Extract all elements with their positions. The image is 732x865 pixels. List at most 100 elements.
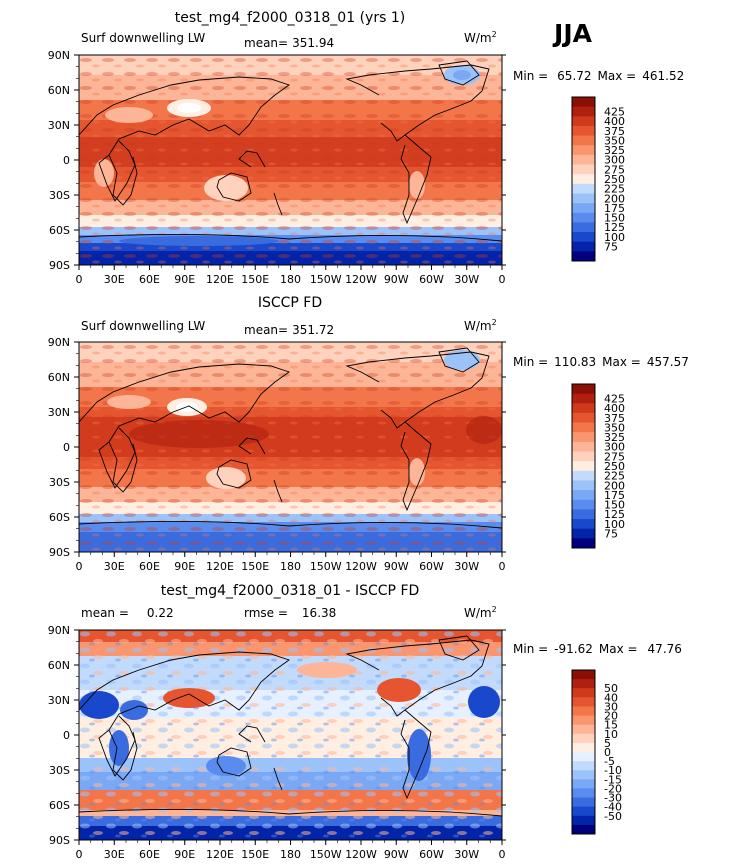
colorbar-swatch <box>572 733 595 744</box>
x-tick-label: 90W <box>384 848 409 861</box>
colorbar-swatch <box>572 174 595 185</box>
colorbar-swatch <box>572 770 595 780</box>
y-tick-label: 90N <box>48 49 70 62</box>
x-tick-label: 30W <box>454 848 479 861</box>
x-tick-label: 0 <box>499 560 506 573</box>
y-tick-label: 60N <box>48 84 70 97</box>
x-tick-label: 30W <box>454 273 479 286</box>
colorbar-label: 375 <box>604 125 625 138</box>
panel-model-map <box>78 55 503 265</box>
colorbar-label: 125 <box>604 221 625 234</box>
colorbar-label: 425 <box>604 105 625 118</box>
colorbar-swatch <box>572 706 595 716</box>
colorbar-label: 400 <box>604 115 625 128</box>
colorbar-swatch <box>572 422 595 433</box>
panel-obs-colorbar: 4254003753503253002752502252001751501251… <box>571 383 625 549</box>
panel-model: test_mg4_f2000_0318_01 (yrs 1) Surf down… <box>48 10 684 286</box>
colorbar-label: 100 <box>604 518 625 531</box>
x-tick-label: 90E <box>174 273 195 286</box>
panel-diff-mean-label: mean = 0.22 <box>81 606 174 620</box>
y-tick-label: 30N <box>48 119 70 132</box>
x-tick-label: 90E <box>174 848 195 861</box>
colorbar-swatch <box>572 203 595 214</box>
colorbar-label: 150 <box>604 499 625 512</box>
panel-model-axes: 0 30E 60E 90E 120E 150E 180 150W 120W 90W 60W 30W 09… <box>48 49 506 286</box>
colorbar-label: 175 <box>604 202 625 215</box>
panel-diff-coastlines <box>78 635 503 817</box>
colorbar-swatch <box>572 779 595 789</box>
x-tick-label: 60E <box>139 848 160 861</box>
colorbar-swatch <box>572 761 595 771</box>
colorbar-label: 0 <box>604 746 611 759</box>
colorbar-label: 75 <box>604 528 618 541</box>
panel-diff: test_mg4_f2000_0318_01 - ISCCP FD mean =… <box>48 583 682 861</box>
panel-obs: ISCCP FD Surf downwelling LW mean= 351.72… <box>48 295 689 573</box>
colorbar-label: 350 <box>604 421 625 434</box>
colorbar-swatch <box>572 461 595 472</box>
y-tick-label: 90S <box>49 546 70 559</box>
colorbar-label: -30 <box>604 792 622 805</box>
panel-obs-units: W/m2 <box>464 318 497 333</box>
x-tick-label: 90W <box>384 273 409 286</box>
colorbar-swatch <box>572 193 595 204</box>
x-tick-label: 120E <box>206 848 234 861</box>
panel-model-mean-label: mean= 351.94 <box>244 36 334 50</box>
colorbar-swatch <box>572 393 595 404</box>
colorbar-swatch <box>572 824 595 835</box>
colorbar-label: -10 <box>604 764 622 777</box>
x-tick-label: 150W <box>310 848 342 861</box>
panel-model-units: W/m2 <box>464 30 497 45</box>
x-tick-label: 0 <box>499 273 506 286</box>
x-tick-label: 60W <box>419 560 444 573</box>
colorbar-swatch <box>572 116 595 127</box>
colorbar-swatch <box>572 528 595 539</box>
panel-model-title: test_mg4_f2000_0318_01 (yrs 1) <box>175 10 405 26</box>
y-tick-label: 0 <box>63 441 70 454</box>
y-tick-label: 30N <box>48 406 70 419</box>
x-tick-label: 30W <box>454 560 479 573</box>
colorbar-label: 125 <box>604 508 625 521</box>
colorbar-swatch <box>572 125 595 136</box>
x-tick-label: 30E <box>104 848 125 861</box>
colorbar-swatch <box>572 135 595 146</box>
colorbar-label: 5 <box>604 737 611 750</box>
panel-obs-axes: 0 30E 60E 90E 120E 150E 180 150W 120W 90W 60W 30W 09… <box>48 336 506 573</box>
colorbar-swatch <box>572 97 595 108</box>
panel-diff-axes: 0 30E 60E 90E 120E 150E 180 150W 120W 90W 60W 30W 09… <box>48 624 506 861</box>
colorbar-frame <box>571 383 596 549</box>
y-tick-label: 30S <box>49 476 70 489</box>
colorbar-swatch <box>572 670 595 680</box>
colorbar-swatch <box>572 145 595 156</box>
x-tick-label: 0 <box>499 848 506 861</box>
colorbar-swatch <box>572 432 595 443</box>
colorbar-swatch <box>572 788 595 798</box>
x-tick-label: 90E <box>174 560 195 573</box>
y-tick-label: 90S <box>49 834 70 847</box>
x-tick-label: 180 <box>280 848 301 861</box>
panel-obs-title: ISCCP FD <box>258 295 322 311</box>
colorbar-label: 40 <box>604 691 618 704</box>
x-tick-label: 0 <box>76 273 83 286</box>
panel-diff-rmse-label: rmse = 16.38 <box>244 606 336 620</box>
colorbar-swatch <box>572 441 595 452</box>
panel-model-minmax: Min = 65.72 Max = 461.52 <box>513 69 684 83</box>
x-tick-label: 60E <box>139 560 160 573</box>
colorbar-frame <box>571 96 596 262</box>
y-tick-label: 30N <box>48 694 70 707</box>
colorbar-label: 200 <box>604 192 625 205</box>
panel-diff-map <box>78 630 503 840</box>
y-tick-label: 90S <box>49 259 70 272</box>
colorbar-swatch <box>572 470 595 481</box>
x-tick-label: 60W <box>419 273 444 286</box>
colorbar-label: 400 <box>604 402 625 415</box>
x-tick-label: 150E <box>241 560 269 573</box>
x-tick-label: 120W <box>345 848 377 861</box>
y-tick-label: 60N <box>48 371 70 384</box>
panel-model-variable-label: Surf downwelling LW <box>81 31 205 45</box>
colorbar-swatch <box>572 251 595 262</box>
colorbar-label: 150 <box>604 212 625 225</box>
y-tick-label: 60S <box>49 799 70 812</box>
colorbar-label: 30 <box>604 700 618 713</box>
x-tick-label: 120W <box>345 273 377 286</box>
